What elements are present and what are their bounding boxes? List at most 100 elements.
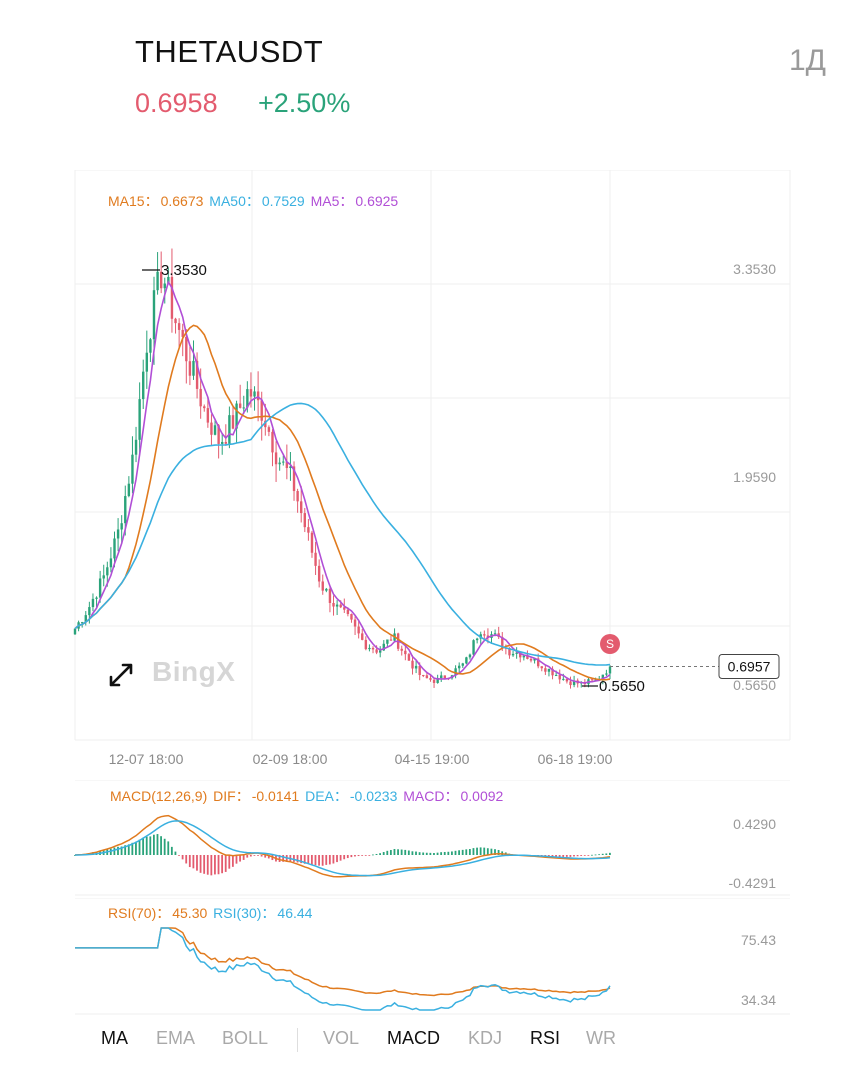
- macd-chart[interactable]: 0.4290 -0.4291: [0, 780, 864, 898]
- tab-rsi[interactable]: RSI: [530, 1028, 561, 1048]
- macd-bar: [113, 847, 116, 855]
- candle-body: [149, 339, 152, 353]
- candle-body: [235, 403, 238, 429]
- expand-icon[interactable]: [106, 660, 136, 690]
- candle-body: [177, 323, 181, 330]
- candle-body: [224, 441, 228, 444]
- macd-label: MACD：: [403, 788, 459, 804]
- candle-body: [91, 598, 95, 608]
- macd-bar: [239, 855, 241, 862]
- candle-body: [127, 483, 131, 497]
- candle-body: [321, 581, 324, 591]
- macd-grid: [75, 780, 790, 896]
- candle-body: [188, 361, 192, 376]
- tab-ema[interactable]: EMA: [156, 1028, 196, 1048]
- macd-bar: [411, 851, 414, 855]
- high-marker-label: 3.3530: [161, 262, 207, 279]
- tab-boll[interactable]: BOLL: [222, 1028, 269, 1048]
- candle-body: [238, 403, 242, 408]
- tab-vol[interactable]: VOL: [323, 1028, 360, 1048]
- candle-body: [310, 532, 314, 553]
- candle-body: [443, 675, 447, 679]
- macd-bar: [181, 855, 184, 860]
- macd-bar: [149, 836, 152, 855]
- macd-histogram: [74, 834, 611, 876]
- macd-bar: [573, 855, 575, 857]
- macd-bar: [400, 849, 403, 855]
- candle-body: [116, 529, 120, 539]
- macd-y-tick-label: 0.4290: [733, 816, 776, 832]
- macd-bar: [443, 851, 446, 855]
- candle-body: [558, 675, 561, 680]
- macd-bar: [375, 853, 378, 855]
- macd-bar: [257, 855, 259, 856]
- dea-line: [75, 820, 611, 877]
- macd-bar: [594, 854, 597, 856]
- signal-badge[interactable]: S: [600, 634, 620, 654]
- candle-body: [526, 655, 529, 659]
- candle-body: [221, 441, 224, 444]
- rsi-chart[interactable]: 75.43 34.34: [0, 898, 864, 1018]
- candle-body: [303, 513, 306, 528]
- dea-value: -0.0233: [349, 788, 398, 804]
- candle-body: [195, 360, 199, 389]
- candle-body: [328, 588, 332, 603]
- macd-bar: [422, 852, 425, 855]
- rsi-legend: RSI(70)： 45.30 RSI(30)： 46.44: [108, 903, 314, 923]
- candle-body: [271, 431, 274, 453]
- y-tick-label: 0.5650: [733, 677, 776, 693]
- candle-body: [475, 638, 479, 641]
- candle-body: [425, 675, 429, 679]
- candle-body: [292, 466, 296, 492]
- candle-body: [174, 318, 177, 324]
- candle-body: [228, 415, 231, 444]
- macd-bar: [74, 855, 76, 856]
- tab-macd[interactable]: MACD: [387, 1028, 440, 1048]
- macd-bar: [221, 855, 224, 874]
- candle-body: [170, 276, 174, 319]
- macd-bar: [188, 855, 191, 868]
- candle-body: [120, 523, 123, 530]
- candle-body: [138, 399, 141, 440]
- macd-bar: [325, 855, 328, 865]
- macd-bar: [451, 851, 453, 855]
- candle-body: [249, 389, 253, 397]
- macd-bar: [343, 855, 346, 860]
- candle-body: [282, 461, 285, 463]
- macd-bar: [310, 855, 313, 865]
- price-chart[interactable]: 3.3530 1.9590 0.5650 12-07 18:00 02-09 18:00…: [0, 170, 864, 770]
- macd-bar: [163, 838, 166, 855]
- tab-ma[interactable]: MA: [101, 1028, 128, 1048]
- macd-bar: [264, 855, 267, 858]
- candle-body: [432, 679, 436, 683]
- candle-body: [407, 654, 411, 661]
- tab-wr[interactable]: WR: [586, 1028, 616, 1048]
- rsi30-line: [75, 927, 611, 1011]
- macd-bar: [357, 855, 360, 857]
- macd-bar: [551, 855, 554, 858]
- candle-body: [343, 607, 346, 610]
- candle-body: [418, 665, 421, 676]
- macd-value: 0.0092: [460, 788, 504, 804]
- rsi-y-tick-label: 34.34: [741, 992, 776, 1008]
- macd-bar: [210, 855, 213, 876]
- macd-bar: [447, 851, 450, 855]
- candle-body: [519, 652, 522, 658]
- candle-body: [289, 466, 292, 469]
- candle-body: [106, 567, 109, 576]
- ma5-label: MA5：: [310, 193, 354, 209]
- candle-body: [371, 647, 375, 650]
- interval-selector[interactable]: 1Д: [788, 44, 826, 77]
- macd-bar: [242, 855, 245, 860]
- candle-body: [429, 678, 432, 680]
- candle-body: [278, 462, 281, 465]
- candle-body: [422, 675, 425, 677]
- macd-bar: [479, 847, 482, 855]
- macd-bar: [135, 841, 137, 855]
- candle-body: [533, 658, 536, 661]
- macd-bar: [555, 855, 557, 857]
- candle-body: [264, 420, 267, 428]
- tab-kdj[interactable]: KDJ: [468, 1028, 503, 1048]
- macd-bar: [587, 855, 590, 856]
- macd-bar: [131, 842, 134, 855]
